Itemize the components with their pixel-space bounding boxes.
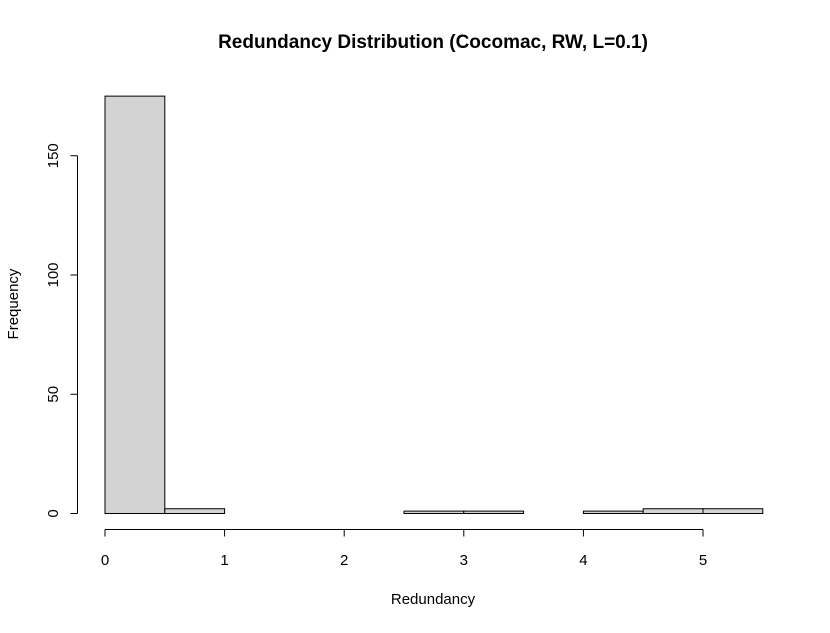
histogram-bar — [642, 508, 704, 515]
x-tick-label: 1 — [220, 552, 228, 569]
histogram-bar — [104, 95, 166, 514]
x-tick-label: 0 — [101, 552, 109, 569]
x-tick-label: 3 — [460, 552, 468, 569]
bars-group — [104, 95, 764, 515]
y-tick-label: 150 — [45, 143, 62, 168]
x-tick-label: 5 — [699, 552, 707, 569]
x-tick-label: 2 — [340, 552, 348, 569]
y-tick-label: 50 — [45, 386, 62, 403]
histogram-bar — [463, 510, 525, 514]
y-axis-label: Frequency — [5, 268, 22, 339]
x-tick-label: 4 — [579, 552, 587, 569]
histogram-bar — [582, 510, 644, 514]
x-axis-label: Redundancy — [391, 591, 476, 608]
histogram-bar — [164, 508, 226, 515]
chart-title: Redundancy Distribution (Cocomac, RW, L=… — [218, 32, 648, 53]
y-tick-label: 0 — [45, 509, 62, 517]
y-axis: 0 50 100 150 — [45, 143, 78, 518]
x-axis: 0 1 2 3 4 5 — [101, 529, 707, 569]
y-tick-label: 100 — [45, 262, 62, 287]
histogram-bar — [702, 508, 764, 515]
histogram-bar — [403, 510, 465, 514]
